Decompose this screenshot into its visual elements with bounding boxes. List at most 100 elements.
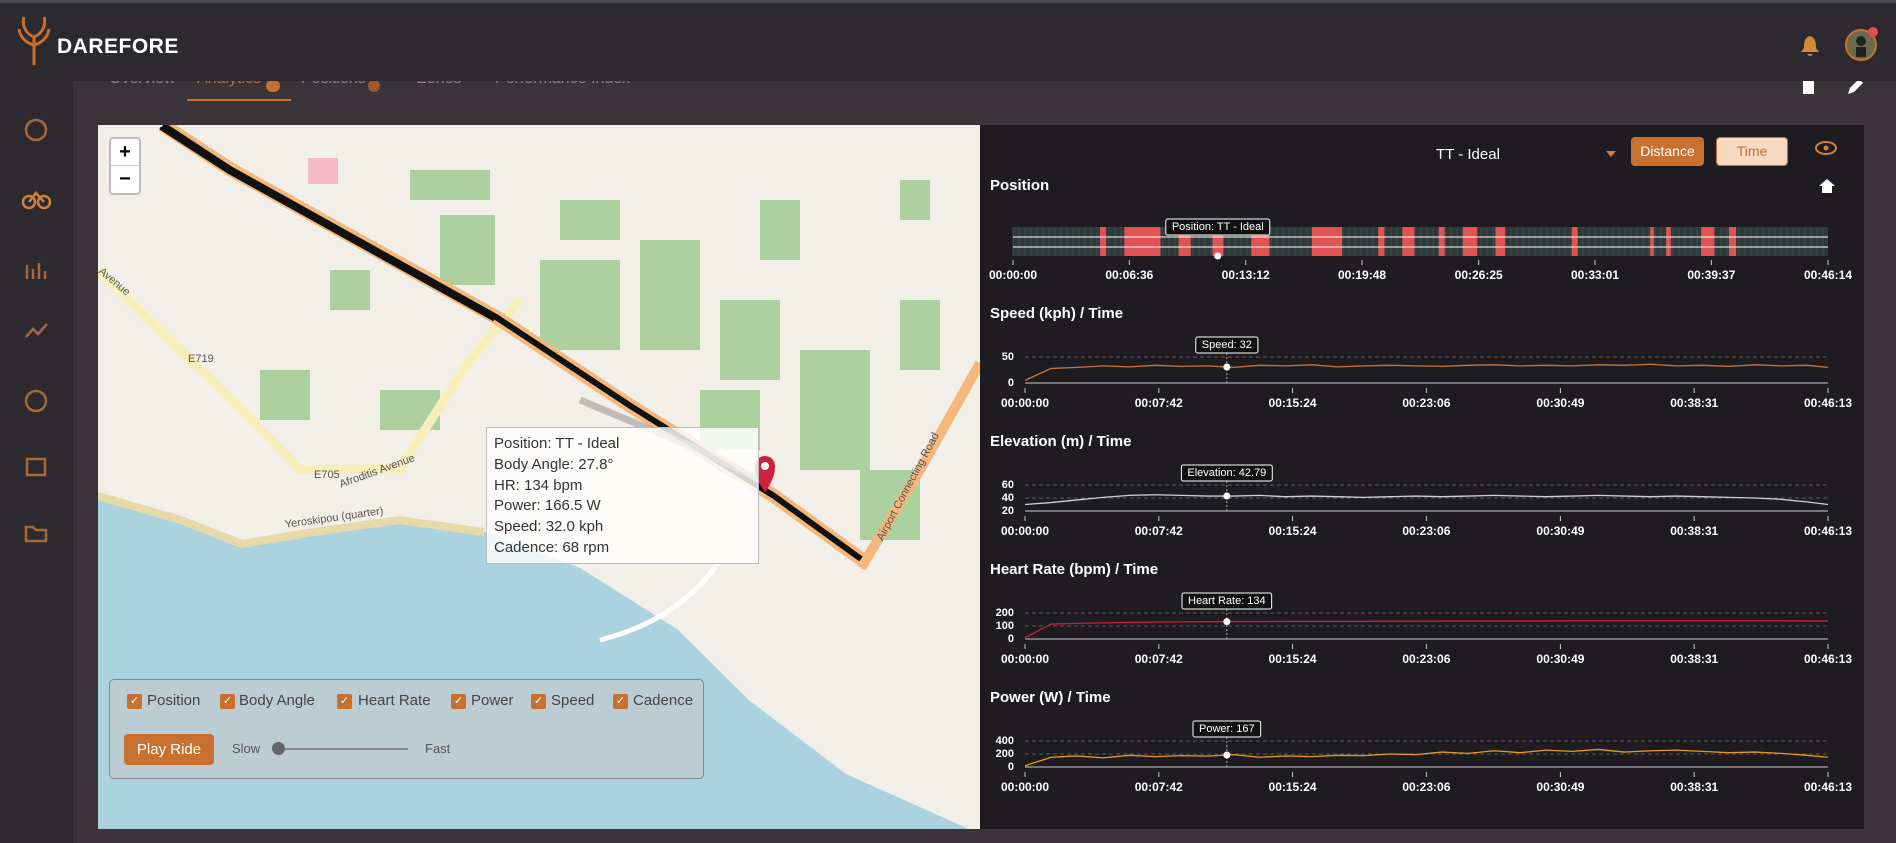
checkbox[interactable]: ✓ bbox=[613, 694, 628, 709]
tooltip-text: Position: TT - Ideal bbox=[1172, 221, 1264, 233]
top-bar: DAREFORE bbox=[0, 0, 1896, 81]
x-tick-label: 00:23:06 bbox=[1402, 396, 1450, 410]
timeline-segment bbox=[1650, 227, 1654, 256]
popup-line: Position: TT - Ideal bbox=[494, 435, 620, 452]
avatar[interactable] bbox=[1845, 27, 1879, 61]
play-button[interactable]: Play Ride bbox=[124, 734, 214, 765]
tooltip-text: Heart Rate: 134 bbox=[1188, 595, 1266, 607]
timeline-segment bbox=[1378, 227, 1385, 256]
x-tick-label: 00:30:49 bbox=[1536, 396, 1584, 410]
x-tick-label: 00:13:12 bbox=[1222, 268, 1270, 282]
timeline-segment bbox=[1666, 227, 1671, 256]
trend-icon[interactable] bbox=[25, 323, 48, 338]
x-tick-label: 00:07:42 bbox=[1135, 396, 1183, 410]
x-tick-label: 00:00:00 bbox=[1001, 396, 1049, 410]
tooltip-box bbox=[1180, 464, 1273, 482]
distance-button[interactable]: Distance bbox=[1631, 137, 1704, 166]
x-tick-label: 00:15:24 bbox=[1269, 524, 1317, 538]
slider-min-label: Slow bbox=[232, 741, 261, 756]
folder-icon[interactable] bbox=[24, 525, 48, 543]
edit-icon[interactable] bbox=[1846, 78, 1864, 96]
popup-line: Power: 166.5 W bbox=[494, 497, 601, 515]
checkbox[interactable]: ✓ bbox=[220, 694, 235, 709]
x-tick-label: 00:38:31 bbox=[1670, 780, 1718, 794]
y-tick-label: 60 bbox=[1002, 479, 1014, 491]
timeline-segment bbox=[1402, 227, 1415, 256]
chart-title: Power (W) / Time bbox=[990, 689, 1111, 706]
x-tick-label: 00:07:42 bbox=[1135, 524, 1183, 538]
y-tick-label: 100 bbox=[996, 620, 1014, 632]
tab-badge bbox=[266, 80, 280, 92]
map-popup: Position: TT - Ideal Body Angle: 27.8° H… bbox=[486, 427, 759, 564]
visibility-icon[interactable] bbox=[1814, 140, 1838, 156]
layer-label: Heart Rate bbox=[358, 692, 431, 709]
notifications[interactable] bbox=[1800, 35, 1820, 57]
chart-title: Elevation (m) / Time bbox=[990, 433, 1131, 450]
cursor-dot bbox=[1223, 492, 1231, 500]
checkbox[interactable]: ✓ bbox=[531, 694, 546, 709]
chart-title: Heart Rate (bpm) / Time bbox=[990, 561, 1158, 578]
home-icon[interactable] bbox=[1818, 178, 1836, 194]
time-button[interactable]: Time bbox=[1716, 137, 1788, 166]
cursor-dot bbox=[1223, 618, 1231, 626]
x-tick-label: 00:30:49 bbox=[1536, 780, 1584, 794]
x-tick-label: 00:30:49 bbox=[1536, 652, 1584, 666]
x-tick-label: 00:07:42 bbox=[1135, 780, 1183, 794]
data-line bbox=[1024, 494, 1829, 506]
x-tick-label: 00:46:13 bbox=[1804, 652, 1852, 666]
chart-title: Position bbox=[990, 177, 1049, 194]
x-tick-label: 00:46:13 bbox=[1804, 780, 1852, 794]
x-tick-label: 00:00:00 bbox=[989, 268, 1037, 282]
data-line bbox=[1024, 748, 1829, 767]
x-tick-label: 00:23:06 bbox=[1402, 780, 1450, 794]
tooltip: Speed: 32 bbox=[1195, 336, 1259, 354]
dropdown[interactable]: TT - Ideal bbox=[1436, 146, 1500, 163]
tooltip-text: Speed: 32 bbox=[1202, 339, 1252, 351]
popup-line: Speed: 32.0 kph bbox=[494, 518, 604, 536]
dropdown-caret bbox=[1606, 151, 1616, 157]
tooltip-box bbox=[1165, 218, 1271, 236]
tooltip: Position: TT - Ideal bbox=[1165, 218, 1271, 236]
stats-icon[interactable] bbox=[25, 263, 47, 279]
tooltip-text: Power: 167 bbox=[1199, 723, 1255, 735]
x-tick-label: 00:00:00 bbox=[1001, 780, 1049, 794]
tooltip: Heart Rate: 134 bbox=[1181, 592, 1273, 610]
tooltip-box bbox=[1195, 336, 1259, 354]
ride-icon[interactable] bbox=[21, 191, 52, 210]
dashboard-icon[interactable] bbox=[24, 118, 48, 142]
y-tick-label: 0 bbox=[1008, 633, 1014, 645]
timer-icon[interactable] bbox=[24, 389, 48, 413]
zoom-in[interactable]: + bbox=[111, 139, 139, 166]
x-tick-label: 00:15:24 bbox=[1269, 652, 1317, 666]
layer-panel: ✓ Position ✓ Body Angle ✓ Heart Rate ✓ Power… bbox=[109, 679, 704, 779]
y-tick-label: 200 bbox=[996, 748, 1014, 760]
layer-label: Speed bbox=[551, 692, 595, 709]
slider-thumb[interactable] bbox=[272, 742, 285, 755]
timeline-segment bbox=[1311, 227, 1343, 256]
x-tick-label: 00:23:06 bbox=[1402, 524, 1450, 538]
checkbox[interactable]: ✓ bbox=[127, 694, 142, 709]
y-tick-label: 0 bbox=[1008, 761, 1014, 773]
map-label: E719 bbox=[188, 353, 214, 365]
popup-line: Body Angle: 27.8° bbox=[494, 455, 614, 473]
x-tick-label: 00:46:13 bbox=[1804, 396, 1852, 410]
x-tick-label: 00:33:01 bbox=[1571, 268, 1619, 282]
layer-label: Position bbox=[147, 692, 201, 709]
checkbox[interactable]: ✓ bbox=[451, 694, 466, 709]
y-tick-label: 0 bbox=[1008, 377, 1014, 389]
x-tick-label: 00:38:31 bbox=[1670, 396, 1718, 410]
timeline-segment bbox=[1728, 227, 1737, 256]
slider-track bbox=[278, 748, 408, 750]
cursor-dot bbox=[1214, 252, 1222, 260]
timeline-segment bbox=[1462, 227, 1478, 256]
checkbox[interactable]: ✓ bbox=[337, 694, 352, 709]
zoom-out[interactable]: − bbox=[119, 168, 131, 190]
timeline-segment bbox=[1701, 227, 1715, 256]
x-tick-label: 00:30:49 bbox=[1536, 524, 1584, 538]
x-tick-label: 00:00:00 bbox=[1001, 524, 1049, 538]
tooltip-box bbox=[1192, 720, 1262, 738]
delete-icon[interactable] bbox=[1803, 80, 1814, 94]
calendar-icon[interactable] bbox=[25, 457, 47, 477]
